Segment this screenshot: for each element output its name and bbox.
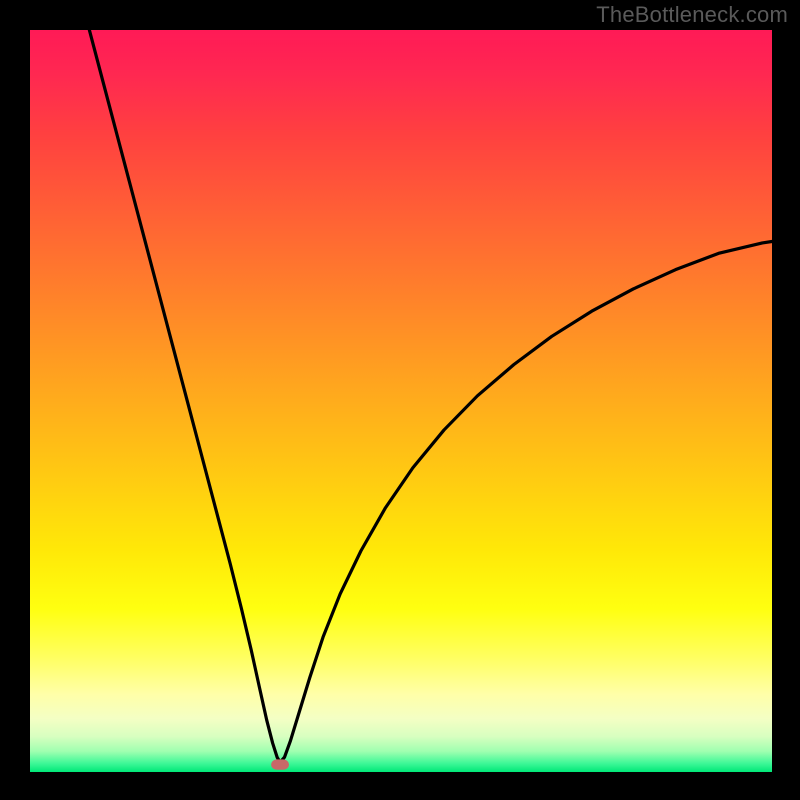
optimal-marker: [271, 759, 289, 769]
gradient-background: [30, 30, 772, 772]
chart-svg: [30, 30, 772, 772]
plot-area: [30, 30, 772, 772]
watermark-text: TheBottleneck.com: [596, 2, 788, 28]
chart-frame: TheBottleneck.com: [0, 0, 800, 800]
